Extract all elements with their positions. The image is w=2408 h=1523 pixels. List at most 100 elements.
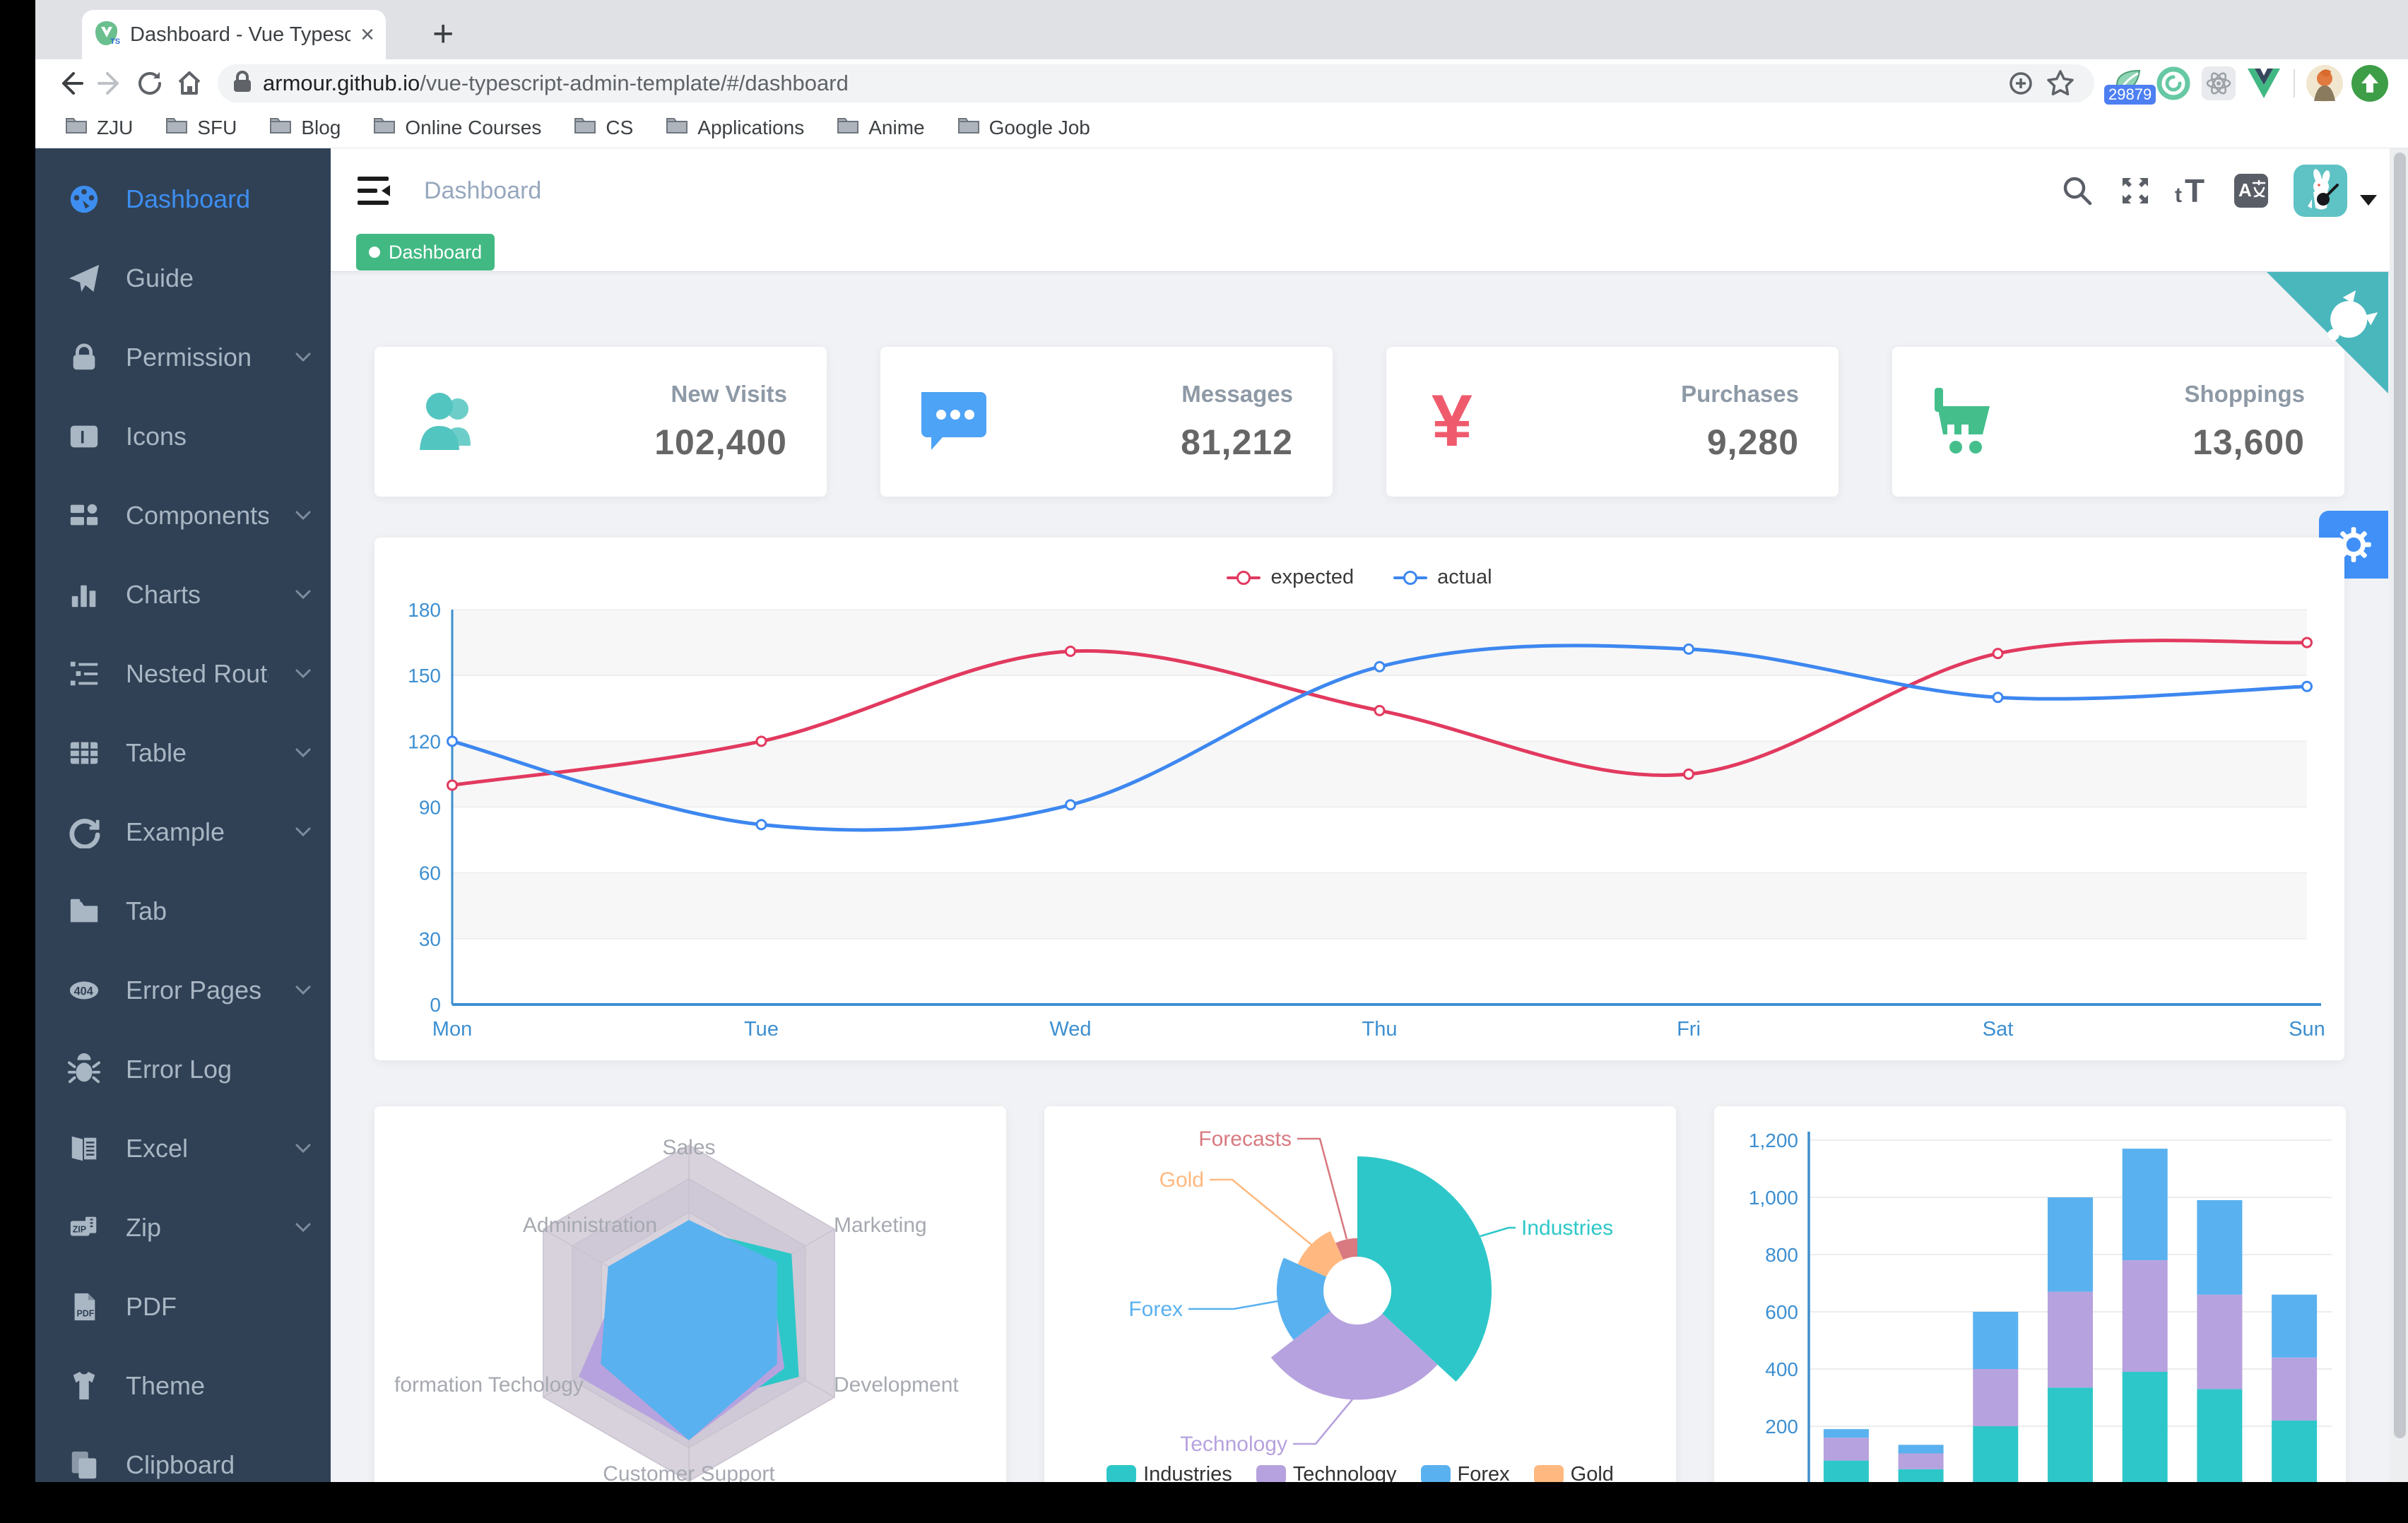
fullscreen-icon[interactable] <box>2117 172 2154 209</box>
search-icon[interactable] <box>2059 172 2096 209</box>
forward-icon[interactable] <box>90 64 130 103</box>
svg-text:Sales: Sales <box>662 1136 715 1159</box>
folder-icon <box>837 115 859 140</box>
svg-text:Mon: Mon <box>432 1018 472 1041</box>
bookmark-item[interactable]: ZJU <box>65 115 133 140</box>
nested-icon <box>68 658 100 690</box>
bookmark-item[interactable]: CS <box>574 115 633 140</box>
pie-legend-item-technology[interactable]: Technology <box>1256 1463 1397 1482</box>
zoom-plus-icon[interactable] <box>2001 64 2041 103</box>
sidebar-item-charts[interactable]: Charts <box>35 555 331 634</box>
translate-icon[interactable]: A <box>2233 172 2270 209</box>
sidebar-item-clipboard[interactable]: Clipboard <box>35 1426 331 1482</box>
zip-icon: ZIP <box>68 1211 100 1244</box>
bookmark-star-icon[interactable] <box>2041 64 2080 103</box>
github-corner-ribbon[interactable] <box>2267 272 2388 397</box>
chevron-down-icon <box>294 817 312 847</box>
sidebar-item-label: Tab <box>126 896 167 925</box>
sidebar-item-tab[interactable]: Tab <box>35 872 331 951</box>
tab-icon <box>68 895 100 928</box>
browser-profile-avatar[interactable] <box>2305 64 2344 103</box>
chevron-down-icon <box>294 738 312 768</box>
folder-icon <box>373 115 396 140</box>
tag-label: Dashboard <box>389 241 483 263</box>
bookmark-item[interactable]: Applications <box>666 115 804 140</box>
sidebar-item-example[interactable]: Example <box>35 793 331 872</box>
svg-text:Industries: Industries <box>1521 1216 1613 1240</box>
stat-card-shoppings[interactable]: Shoppings 13,600 <box>1892 347 2344 497</box>
sidebar-item-label: Excel <box>126 1134 189 1163</box>
stat-card-label: New Visits <box>671 381 787 407</box>
sidebar-item-theme[interactable]: Theme <box>35 1346 331 1426</box>
stat-card-messages[interactable]: Messages 81,212 <box>880 347 1333 497</box>
tab-title: Dashboard - Vue Typescript Ad <box>130 23 351 46</box>
line-chart-legend: expected actual <box>374 566 2344 589</box>
page-scrollbar <box>2390 148 2408 1482</box>
bookmark-label: Applications <box>697 116 805 138</box>
sidebar-item-pdf[interactable]: PDF PDF <box>35 1267 331 1346</box>
folder-icon <box>574 115 596 140</box>
extension-green-circle-icon[interactable] <box>2154 64 2193 103</box>
bookmark-item[interactable]: Blog <box>269 115 341 140</box>
sidebar-item-label: Icons <box>126 422 187 451</box>
chevron-down-icon <box>294 659 312 689</box>
bookmark-item[interactable]: SFU <box>165 115 237 140</box>
sidebar-item-error-pages[interactable]: 404 Error Pages <box>35 951 331 1030</box>
new-tab-button[interactable]: + <box>432 13 454 54</box>
radar-chart-card: Sales Administration formation Techology Cu… <box>374 1106 1006 1482</box>
browser-tab[interactable]: TS Dashboard - Vue Typescript Ad × <box>82 10 386 59</box>
money-icon: ¥ <box>1426 380 1491 462</box>
svg-text:Development: Development <box>834 1373 959 1397</box>
tab-close-icon[interactable]: × <box>360 21 374 48</box>
reload-icon[interactable] <box>130 64 170 103</box>
pie-legend-item-industries[interactable]: Industries <box>1106 1463 1232 1482</box>
home-icon[interactable] <box>170 64 209 103</box>
user-avatar[interactable] <box>2294 165 2347 217</box>
components-icon <box>68 499 100 532</box>
browser-update-icon[interactable] <box>2350 64 2390 103</box>
sidebar-item-guide[interactable]: Guide <box>35 239 331 318</box>
legend-item-expected[interactable]: expected <box>1227 566 1354 589</box>
bookmark-item[interactable]: Anime <box>837 115 925 140</box>
sidebar-item-zip[interactable]: ZIP Zip <box>35 1188 331 1267</box>
sidebar-item-permission[interactable]: Permission <box>35 318 331 397</box>
sidebar-item-icons[interactable]: I Icons <box>35 397 331 476</box>
stat-card-purchases[interactable]: ¥ Purchases 9,280 <box>1386 347 1839 497</box>
folder-icon <box>65 115 88 140</box>
back-icon[interactable] <box>51 64 90 103</box>
sidebar-item-excel[interactable]: Excel <box>35 1109 331 1188</box>
sidebar-item-table[interactable]: Table <box>35 713 331 793</box>
sidebar-item-error-log[interactable]: Error Log <box>35 1030 331 1109</box>
sidebar-item-nested-routes[interactable]: Nested Routes <box>35 634 331 713</box>
stat-card-label: Shoppings <box>2184 381 2305 407</box>
extension-check-icon[interactable]: 29879 <box>2104 64 2156 105</box>
svg-text:120: 120 <box>408 730 441 752</box>
scrollbar-thumb[interactable] <box>2394 153 2406 1438</box>
sidebar-item-label: Nested Routes <box>126 659 268 688</box>
sidebar-item-label: Error Log <box>126 1055 232 1084</box>
svg-text:t: t <box>2175 184 2182 207</box>
svg-text:Forex: Forex <box>1128 1298 1183 1321</box>
legend-label: expected <box>1270 566 1354 588</box>
tag-dashboard[interactable]: Dashboard <box>356 234 495 271</box>
url-bar[interactable]: armour.github.io/vue-typescript-admin-te… <box>218 64 2094 102</box>
bookmark-item[interactable]: Google Job <box>957 115 1090 140</box>
extension-react-icon[interactable] <box>2199 64 2238 103</box>
bookmark-item[interactable]: Online Courses <box>373 115 541 140</box>
extension-vue-icon[interactable] <box>2244 64 2284 103</box>
pie-legend-item-forex[interactable]: Forex <box>1420 1463 1510 1482</box>
stat-card-value: 102,400 <box>654 422 787 462</box>
sidebar-item-label: Example <box>126 817 225 846</box>
stat-card-new-visits[interactable]: New Visits 102,400 <box>374 347 827 497</box>
sidebar-item-dashboard[interactable]: Dashboard <box>35 160 331 239</box>
chevron-down-icon[interactable] <box>2360 194 2377 206</box>
chevron-down-icon <box>294 1213 312 1243</box>
hamburger-icon[interactable] <box>356 172 393 209</box>
pie-legend-item-gold[interactable]: Gold <box>1533 1463 1614 1482</box>
sidebar-item-components[interactable]: Components <box>35 476 331 555</box>
legend-item-actual[interactable]: actual <box>1393 566 1492 589</box>
